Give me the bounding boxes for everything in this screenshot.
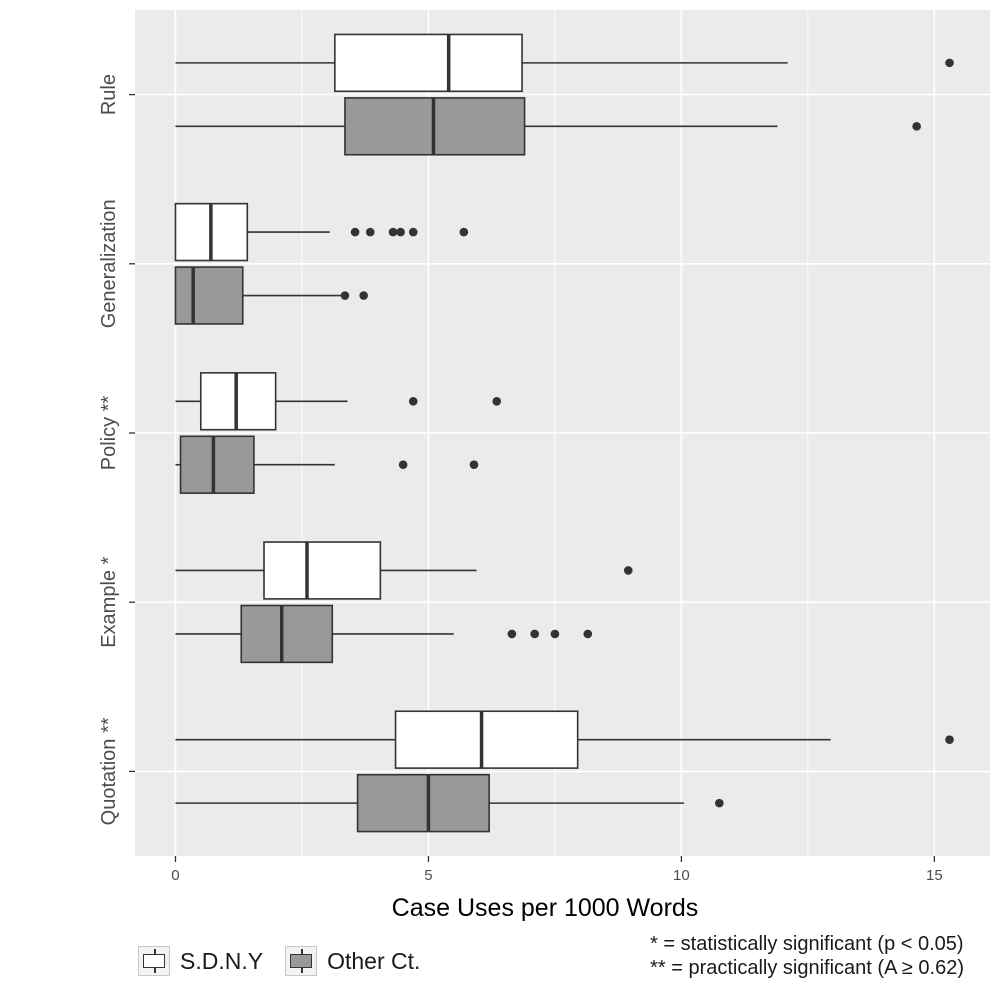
- box-s-d-n-y-quotation-outlier-1: [945, 735, 954, 744]
- legend-label-other: Other Ct.: [327, 947, 421, 974]
- box-s-d-n-y-generalization-outlier-2: [365, 227, 375, 237]
- box-other-ct-quotation: [356, 773, 490, 833]
- box-s-d-n-y-generalization-outlier-4: [396, 227, 405, 237]
- box-other-ct-policy: [179, 435, 255, 494]
- y-tick-label-policy: Policy **: [98, 396, 120, 471]
- legend-item-other: Other Ct.: [285, 946, 420, 976]
- box-s-d-n-y-policy: [199, 372, 277, 431]
- note-practical: ** = practically significant (A ≥ 0.62): [650, 957, 964, 979]
- box-other-ct-example-outlier-4: [583, 629, 593, 639]
- x-tick-label-0: 0: [171, 867, 179, 884]
- x-tick-label-5: 5: [424, 867, 432, 884]
- box-s-d-n-y-rule: [334, 33, 523, 93]
- box-s-d-n-y-policy-outlier-2: [492, 396, 502, 406]
- box-other-ct-policy-outlier-2: [469, 460, 479, 470]
- box-other-ct-generalization: [174, 266, 244, 325]
- box-s-d-n-y-example: [263, 541, 382, 600]
- box-s-d-n-y-example-outlier-1: [623, 566, 633, 575]
- legend-label-sdny: S.D.N.Y: [180, 947, 264, 974]
- box-s-d-n-y-policy-outlier-1: [408, 396, 418, 406]
- box-s-d-n-y-rule-outlier-1: [945, 58, 954, 68]
- box-layer: [174, 33, 954, 833]
- y-tick-label-quotation: Quotation **: [98, 717, 120, 825]
- axis-layer: 0 5 10 15 Rule Generalization Policy ** Example…: [98, 74, 943, 884]
- box-other-ct-policy-outlier-1: [398, 460, 408, 470]
- box-other-ct-quotation-outlier-1: [715, 798, 724, 808]
- note-statistical: * = statistically significant (p < 0.05): [650, 933, 964, 955]
- x-tick-label-10: 10: [673, 867, 690, 884]
- box-s-d-n-y-generalization-outlier-6: [459, 227, 469, 237]
- legend: S.D.N.Y Other Ct.: [138, 946, 442, 976]
- box-other-ct-example-outlier-1: [507, 629, 517, 639]
- legend-item-sdny: S.D.N.Y: [138, 946, 263, 976]
- box-other-ct-example-outlier-2: [530, 629, 539, 639]
- box-other-ct-example: [240, 604, 334, 664]
- box-other-ct-generalization-outlier-2: [359, 291, 368, 300]
- legend-key-other: [285, 946, 318, 976]
- box-other-ct-generalization-outlier-1: [340, 291, 350, 300]
- box-s-d-n-y-generalization-outlier-3: [388, 227, 398, 237]
- box-s-d-n-y-generalization-outlier-1: [350, 227, 360, 237]
- box-s-d-n-y-quotation: [394, 710, 579, 769]
- y-tick-label-example: Example *: [98, 556, 120, 647]
- x-axis-title: Case Uses per 1000 Words: [392, 894, 699, 922]
- significance-notes: * = statistically significant (p < 0.05)…: [650, 932, 964, 980]
- box-other-ct-example-outlier-3: [550, 629, 560, 639]
- box-other-ct-rule-outlier-1: [912, 122, 921, 131]
- x-tick-label-15: 15: [926, 867, 943, 884]
- legend-key-sdny: [138, 946, 170, 976]
- y-tick-label-generalization: Generalization: [98, 199, 120, 328]
- y-tick-label-rule: Rule: [98, 74, 120, 115]
- box-s-d-n-y-generalization-outlier-5: [408, 227, 418, 237]
